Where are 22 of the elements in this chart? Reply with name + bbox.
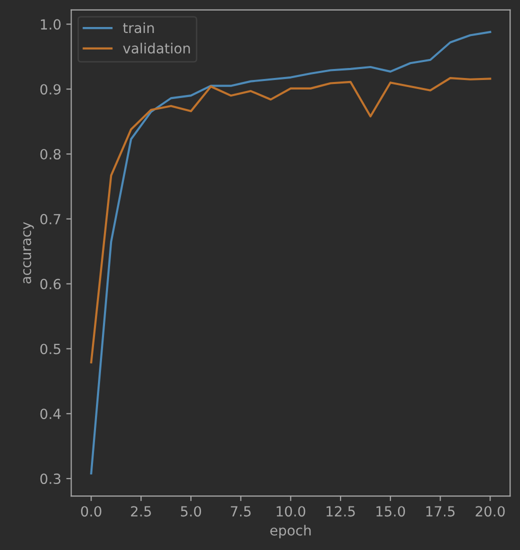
y-tick-label: 0.4 [40, 408, 61, 420]
x-axis-title: epoch [270, 524, 311, 538]
y-tick-label: 1.0 [40, 19, 61, 30]
y-axis-title: accuracy [23, 222, 34, 284]
x-tick-label: 2.5 [131, 506, 151, 517]
x-tick-label: 15.0 [376, 506, 405, 517]
x-tick-label: 12.5 [326, 506, 355, 517]
y-tick-label: 0.5 [40, 344, 60, 354]
y-tick-label: 0.8 [40, 148, 61, 160]
x-tick-label: 17.5 [426, 506, 455, 517]
line-series [90, 77, 492, 364]
legend-label: train [123, 22, 154, 34]
legend-label: validation [123, 42, 190, 54]
x-tick-label: 10.0 [276, 506, 306, 517]
y-tick-label: 0.3 [40, 474, 60, 484]
x-tick-label: 20.0 [476, 506, 505, 517]
y-tick-label: 0.7 [40, 214, 60, 224]
x-tick-label: 5.0 [180, 506, 202, 517]
y-tick-label: 0.6 [40, 278, 61, 290]
x-tick-label: 7.5 [230, 506, 251, 517]
x-tick-label: 0.0 [81, 506, 102, 517]
y-tick-label: 0.9 [40, 84, 61, 95]
